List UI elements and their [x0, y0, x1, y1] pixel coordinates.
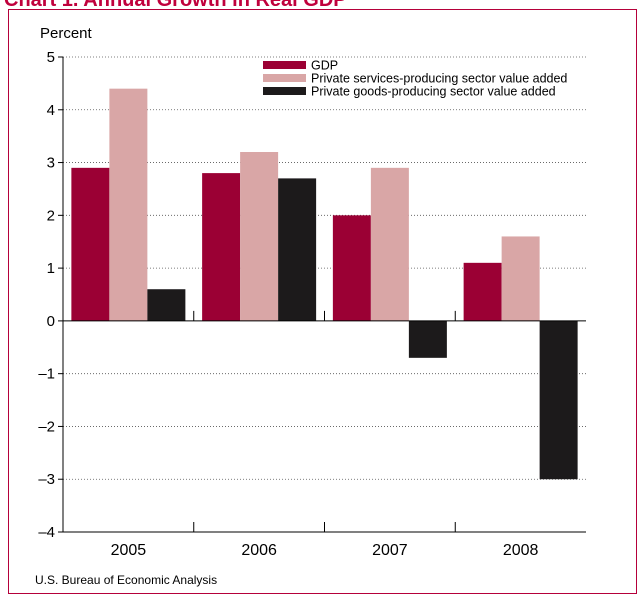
- bar-2005-series-3: [147, 289, 186, 321]
- bar-2006-series-3: [278, 178, 317, 321]
- legend-swatch: [263, 87, 306, 95]
- chart-title: Chart 1. Annual Growth in Real GDP: [4, 0, 347, 11]
- y-tick-label: –4: [38, 524, 55, 541]
- bars: [71, 88, 578, 480]
- y-tick-label: 1: [47, 260, 55, 277]
- bar-2006-series-1: [202, 173, 241, 321]
- y-tick-label: –3: [38, 471, 55, 488]
- bar-2007-series-1: [332, 215, 371, 321]
- axes: 5 4 3 2 1 0 –1 –2 –3 –4 2005 2006 2007 2008: [38, 49, 586, 559]
- bar-2008-series-3: [539, 320, 578, 480]
- y-tick-label: 5: [47, 49, 55, 66]
- x-tick-label: 2008: [503, 542, 539, 559]
- legend-label: Private services-producing sector value …: [311, 72, 567, 86]
- y-tick-label: 0: [47, 313, 55, 330]
- legend-label: Private goods-producing sector value add…: [311, 85, 556, 99]
- legend-swatch: [263, 74, 306, 82]
- bar-2007-series-2: [370, 167, 409, 321]
- y-tick-label: –1: [38, 366, 55, 383]
- legend-label: GDP: [311, 59, 338, 73]
- bar-2006-series-2: [240, 152, 279, 321]
- bar-2008-series-1: [463, 262, 502, 321]
- x-tick-label: 2007: [372, 542, 408, 559]
- y-tick-label: –2: [38, 418, 55, 435]
- bar-2005-series-1: [71, 167, 110, 321]
- y-tick-label: 2: [47, 207, 55, 224]
- legend-swatch: [263, 61, 306, 69]
- bar-2007-series-3: [408, 320, 447, 358]
- y-axis-label: Percent: [40, 25, 93, 42]
- y-tick-label: 4: [47, 102, 55, 119]
- source-note: U.S. Bureau of Economic Analysis: [35, 573, 218, 587]
- y-tick-label: 3: [47, 155, 55, 172]
- bar-2005-series-2: [109, 88, 148, 321]
- grid-lines: [63, 56, 586, 480]
- x-tick-label: 2006: [241, 542, 277, 559]
- bar-2008-series-2: [501, 236, 540, 321]
- x-tick-label: 2005: [111, 542, 147, 559]
